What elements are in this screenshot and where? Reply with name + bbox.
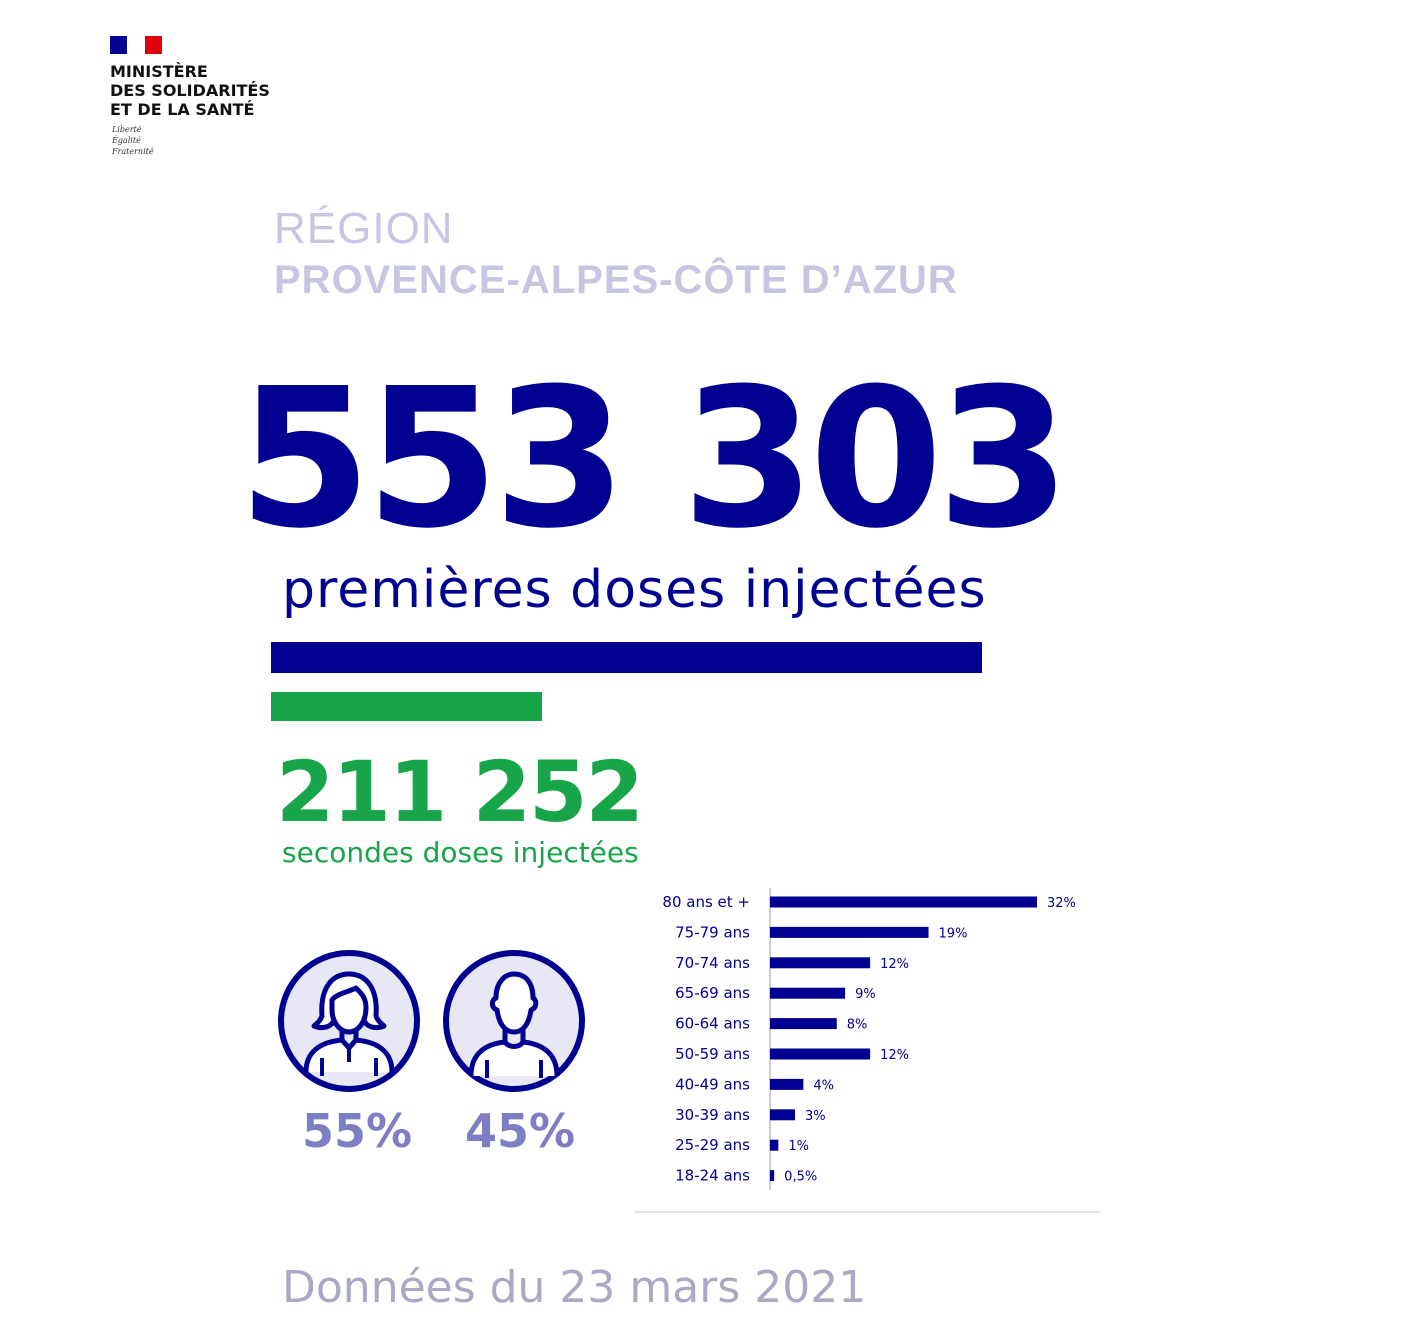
- female-icon: [276, 948, 422, 1094]
- age-value-label: 8%: [847, 1018, 868, 1033]
- age-value-label: 19%: [939, 926, 968, 941]
- age-category-label: 18-24 ans: [675, 1167, 750, 1185]
- age-value-label: 4%: [813, 1078, 834, 1093]
- female-percentage: 55%: [302, 1104, 413, 1158]
- second-doses-value: 211 252: [276, 743, 644, 841]
- age-bar: [770, 957, 871, 969]
- ministry-name: MINISTÈRE DES SOLIDARITÉS ET DE LA SANTÉ: [110, 62, 350, 119]
- age-bar: [770, 1109, 796, 1121]
- motto-line: Liberté: [112, 125, 142, 134]
- ministry-line: MINISTÈRE: [110, 62, 208, 81]
- republic-motto: Liberté Égalité Fraternité: [112, 124, 154, 157]
- second-doses-bar: [271, 692, 542, 721]
- age-value-label: 12%: [880, 1048, 909, 1063]
- age-category-label: 25-29 ans: [675, 1136, 750, 1154]
- age-value-label: 0,5%: [784, 1170, 817, 1185]
- male-percentage: 45%: [465, 1104, 576, 1158]
- age-bar: [770, 1048, 871, 1060]
- male-icon: [441, 948, 587, 1094]
- age-value-label: 9%: [855, 987, 876, 1002]
- age-value-label: 3%: [805, 1109, 826, 1124]
- motto-line: Fraternité: [112, 147, 154, 156]
- age-category-label: 40-49 ans: [675, 1075, 750, 1093]
- second-doses-label: secondes doses injectées: [282, 836, 639, 869]
- age-bar: [770, 987, 846, 999]
- age-bar: [770, 1139, 779, 1151]
- age-bar: [770, 1170, 775, 1182]
- age-category-label: 80 ans et +: [662, 893, 750, 911]
- age-category-label: 65-69 ans: [675, 984, 750, 1002]
- age-value-label: 32%: [1047, 896, 1076, 911]
- age-category-label: 30-39 ans: [675, 1106, 750, 1124]
- age-category-label: 60-64 ans: [675, 1015, 750, 1033]
- first-doses-bar: [271, 642, 982, 673]
- age-bar: [770, 926, 929, 938]
- data-date: Données du 23 mars 2021: [282, 1262, 867, 1313]
- region-label: RÉGION: [274, 204, 454, 253]
- age-bar: [770, 1018, 837, 1030]
- age-distribution-chart: 80 ans et + 32% 75-79 ans 19% 70-74 ans 12% 65…: [630, 884, 1110, 1214]
- motto-line: Égalité: [112, 136, 141, 145]
- first-doses-label: premières doses injectées: [282, 560, 987, 620]
- age-category-label: 70-74 ans: [675, 954, 750, 972]
- first-doses-value: 553 303: [238, 348, 1070, 571]
- age-category-label: 50-59 ans: [675, 1045, 750, 1063]
- region-name: PROVENCE-ALPES-CÔTE D’AZUR: [274, 258, 958, 302]
- marianne-flag-icon: [110, 36, 162, 54]
- age-category-label: 75-79 ans: [675, 923, 750, 941]
- age-value-label: 12%: [880, 957, 909, 972]
- ministry-line: DES SOLIDARITÉS: [110, 81, 270, 100]
- age-value-label: 1%: [788, 1139, 809, 1154]
- ministry-line: ET DE LA SANTÉ: [110, 100, 255, 119]
- age-bar: [770, 896, 1037, 908]
- age-bar: [770, 1078, 804, 1090]
